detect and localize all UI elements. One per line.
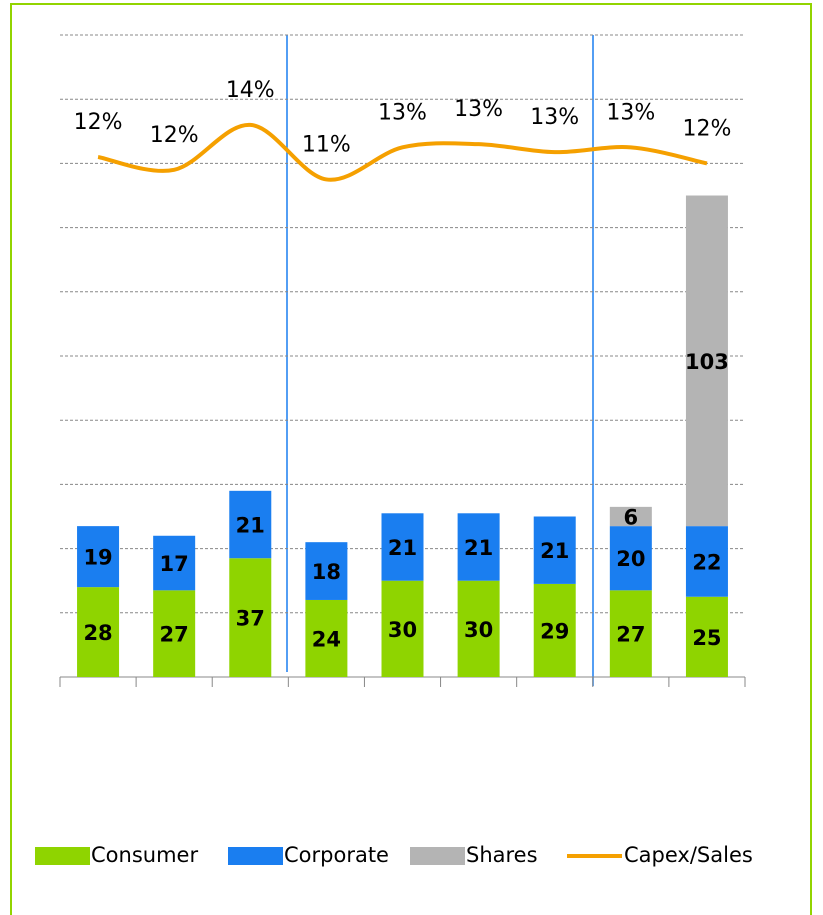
- bar-segment: [229, 558, 272, 677]
- legend-label: Corporate: [284, 843, 389, 867]
- legend-label: Consumer: [91, 843, 198, 867]
- legend-label: Shares: [466, 843, 538, 867]
- bar-segment: [457, 513, 500, 581]
- bar-segment: [533, 516, 576, 584]
- line-label: 14%: [226, 78, 275, 103]
- data-label: 21: [388, 536, 417, 560]
- bar-segment: [609, 526, 652, 591]
- data-label: 28: [83, 621, 112, 645]
- line-label: 13%: [606, 100, 655, 125]
- data-label: 37: [236, 607, 265, 631]
- line-label: 13%: [530, 105, 579, 130]
- line-label: 11%: [302, 132, 351, 157]
- legend-label: Capex/Sales: [624, 843, 753, 867]
- bar-segment: [457, 580, 500, 677]
- legend-swatch: [410, 847, 465, 865]
- data-label: 25: [692, 626, 721, 650]
- data-label: 21: [236, 514, 265, 538]
- data-label: 19: [83, 546, 112, 570]
- data-label: 30: [464, 618, 493, 642]
- line: [97, 122, 708, 182]
- data-label: 22: [692, 550, 721, 574]
- data-label: 103: [685, 350, 729, 374]
- legend-swatch: [35, 847, 90, 865]
- bar-segment: [685, 596, 728, 677]
- data-label: 18: [312, 560, 341, 584]
- bar-segment: [381, 580, 424, 677]
- data-label: 20: [616, 547, 645, 571]
- bar-segment: [229, 490, 272, 559]
- legend-swatch: [228, 847, 283, 865]
- line-label: 12%: [682, 116, 731, 141]
- line-label: 12%: [150, 123, 199, 148]
- bar-segment: [609, 506, 652, 527]
- bar-segment: [685, 526, 728, 597]
- bar-segment: [609, 590, 652, 677]
- data-label: 21: [464, 536, 493, 560]
- bar-segment: [153, 590, 196, 677]
- bar-segment: [685, 195, 728, 527]
- data-label: 27: [160, 623, 189, 647]
- bar-segment: [77, 587, 120, 677]
- line-label: 13%: [378, 100, 427, 125]
- bar-segment: [305, 599, 348, 677]
- bar-segment: [533, 583, 576, 677]
- frame: [10, 3, 812, 915]
- bar-segment: [381, 513, 424, 581]
- line-label: 12%: [74, 110, 123, 135]
- bar-segment: [153, 535, 196, 591]
- data-label: 30: [388, 618, 417, 642]
- line-label: 13%: [454, 97, 503, 122]
- data-label: 27: [616, 623, 645, 647]
- data-label: 6: [624, 506, 639, 530]
- data-label: 21: [540, 539, 569, 563]
- data-label: 17: [160, 552, 189, 576]
- bar-segment: [305, 542, 348, 600]
- bar-segment: [77, 526, 120, 588]
- data-label: 24: [312, 627, 341, 651]
- data-label: 29: [540, 619, 569, 643]
